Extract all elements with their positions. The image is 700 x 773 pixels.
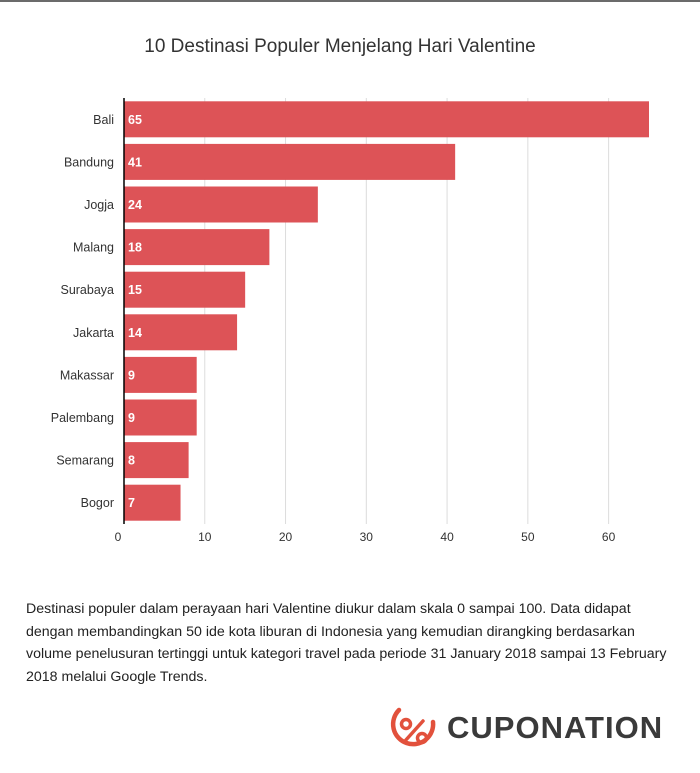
category-label-bogor: Bogor [81,496,114,510]
value-label-makassar: 9 [128,368,135,382]
value-label-semarang: 8 [128,454,135,468]
value-label-bogor: 7 [128,496,135,510]
category-label-surabaya: Surabaya [60,283,114,297]
bar-jogja [124,186,318,223]
x-tick-label-40: 40 [440,530,454,544]
percent-circle-icon [390,707,436,747]
value-label-palembang: 9 [128,411,135,425]
value-label-jakarta: 14 [128,326,142,340]
category-label-jakarta: Jakarta [73,326,114,340]
category-label-makassar: Makassar [60,368,114,382]
bar-surabaya [124,271,246,308]
value-label-bali: 65 [128,113,142,127]
bar-bogor [124,484,181,521]
category-label-jogja: Jogja [84,198,114,212]
x-tick-label-0: 0 [115,530,122,544]
x-tick-label-30: 30 [360,530,374,544]
brand-logo-group: CUPONATION [389,700,663,756]
bar-bandung [124,143,456,180]
category-label-malang: Malang [73,241,114,255]
top-rule [0,0,700,2]
bar-palembang [124,399,197,436]
bar-bali [124,101,649,138]
value-label-surabaya: 15 [128,283,142,297]
x-tick-label-10: 10 [198,530,212,544]
category-label-palembang: Palembang [51,411,114,425]
value-label-malang: 18 [128,241,142,255]
bar-semarang [124,442,189,479]
x-tick-label-50: 50 [521,530,535,544]
chart-caption: Destinasi populer dalam perayaan hari Va… [26,601,667,685]
chart-title: 10 Destinasi Populer Menjelang Hari Vale… [144,36,536,57]
value-label-bandung: 41 [128,155,142,169]
labels: 0 10 20 30 40 50 60 Bali 65 Bandung 41 Jogja 24 Malan… [51,113,616,544]
x-tick-label-60: 60 [602,530,616,544]
bar-chart: 0 10 20 30 40 50 60 Bali 65 Bandung 41 Jogja 24 Malan… [51,98,649,544]
x-tick-label-20: 20 [279,530,293,544]
bar-makassar [124,356,197,393]
bar-jakarta [124,314,238,351]
category-label-bali: Bali [93,113,114,127]
value-label-jogja: 24 [128,198,142,212]
bars [124,101,649,521]
category-label-semarang: Semarang [56,454,114,468]
category-label-bandung: Bandung [64,155,114,169]
bar-malang [124,229,270,266]
brand-name: CUPONATION [447,710,664,745]
